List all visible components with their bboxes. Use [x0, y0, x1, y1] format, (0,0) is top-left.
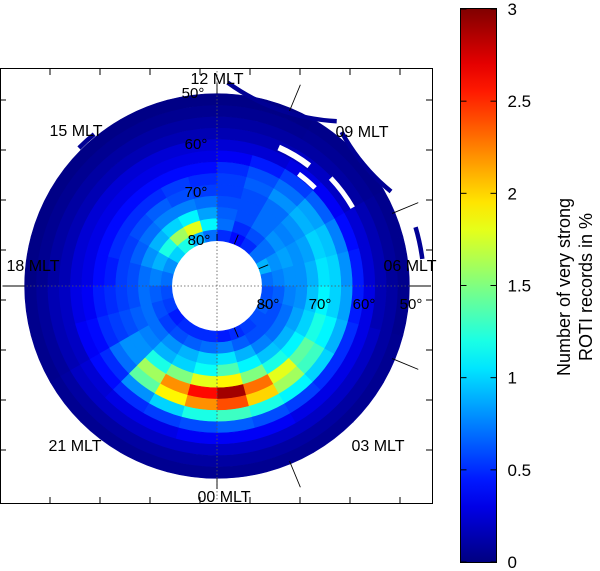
latitude-tick-label: 60°: [353, 296, 376, 313]
mlt-label: 06 MLT: [383, 258, 436, 275]
colorbar-tick-label: 2.5: [508, 92, 532, 111]
mlt-guide-line: [233, 234, 239, 245]
latitude-tick-label: 50°: [182, 85, 205, 102]
mlt-guide-line: [258, 264, 269, 270]
heatmap-cell: [199, 340, 218, 355]
latitude-tick-label: 70°: [309, 296, 332, 313]
mlt-guide-line: [391, 358, 419, 370]
latitude-tick-label: 50°: [400, 296, 423, 313]
latitude-tick-label: 70°: [185, 184, 208, 201]
colorbar-tick-label: 2: [508, 184, 517, 203]
colorbar-tick-label: 3: [508, 0, 517, 19]
polar-guide-lines: [2, 71, 432, 501]
latitude-tick-label: 80°: [257, 296, 280, 313]
colorbar-tick-label: 1.5: [508, 277, 532, 296]
data-gap: [296, 171, 317, 190]
outer-coverage-arc: [339, 131, 393, 194]
data-gap-arcs: [77, 80, 425, 260]
latitude-tick-label: 60°: [185, 136, 208, 153]
colorbar-label-line2: ROTI records in %: [576, 213, 596, 361]
outer-coverage-arc: [77, 132, 96, 150]
outer-coverage-arc: [413, 226, 425, 260]
mlt-label: 15 MLT: [49, 123, 102, 140]
colorbar-tick-label: 1: [508, 369, 517, 388]
colorbar-tick-label: 0.5: [508, 461, 532, 480]
latitude-tick-label: 80°: [188, 232, 211, 249]
mlt-guide-line: [289, 460, 301, 488]
frame-tick-marks: [0, 69, 432, 503]
heatmap-cell: [216, 217, 235, 232]
mlt-guide-line: [233, 327, 239, 338]
mlt-label: 12 MLT: [190, 71, 243, 88]
heatmap-cell: [160, 270, 174, 287]
outer-coverage-arc: [226, 80, 337, 124]
polar-plot-frame: [0, 68, 433, 504]
mlt-guide-line: [258, 302, 269, 308]
colorbar-label-line1: Number of very strong: [554, 198, 574, 376]
mlt-label: 18 MLT: [6, 258, 59, 275]
polar-labels: 12 MLT 15 MLT 09 MLT 18 MLT 06 MLT 21 MLT 03 M…: [6, 71, 436, 506]
data-gap: [328, 176, 355, 209]
mlt-label: 09 MLT: [335, 124, 388, 141]
mlt-label: 03 MLT: [351, 438, 404, 455]
colorbar-ticks: 0 0.5 1 1.5 2 2.5 3: [460, 0, 532, 571]
mlt-guide-line: [391, 202, 419, 214]
heatmap-cell: [201, 329, 218, 343]
mlt-label: 21 MLT: [48, 438, 101, 455]
mlt-label: 00 MLT: [197, 489, 250, 506]
heatmap-cell: [216, 229, 233, 243]
heatmap-cell: [148, 268, 163, 287]
colorbar-tick-label: 0: [508, 553, 517, 571]
data-gap: [277, 144, 312, 169]
polar-heatmap-cells: [24, 93, 410, 479]
mlt-guide-line: [289, 84, 301, 112]
